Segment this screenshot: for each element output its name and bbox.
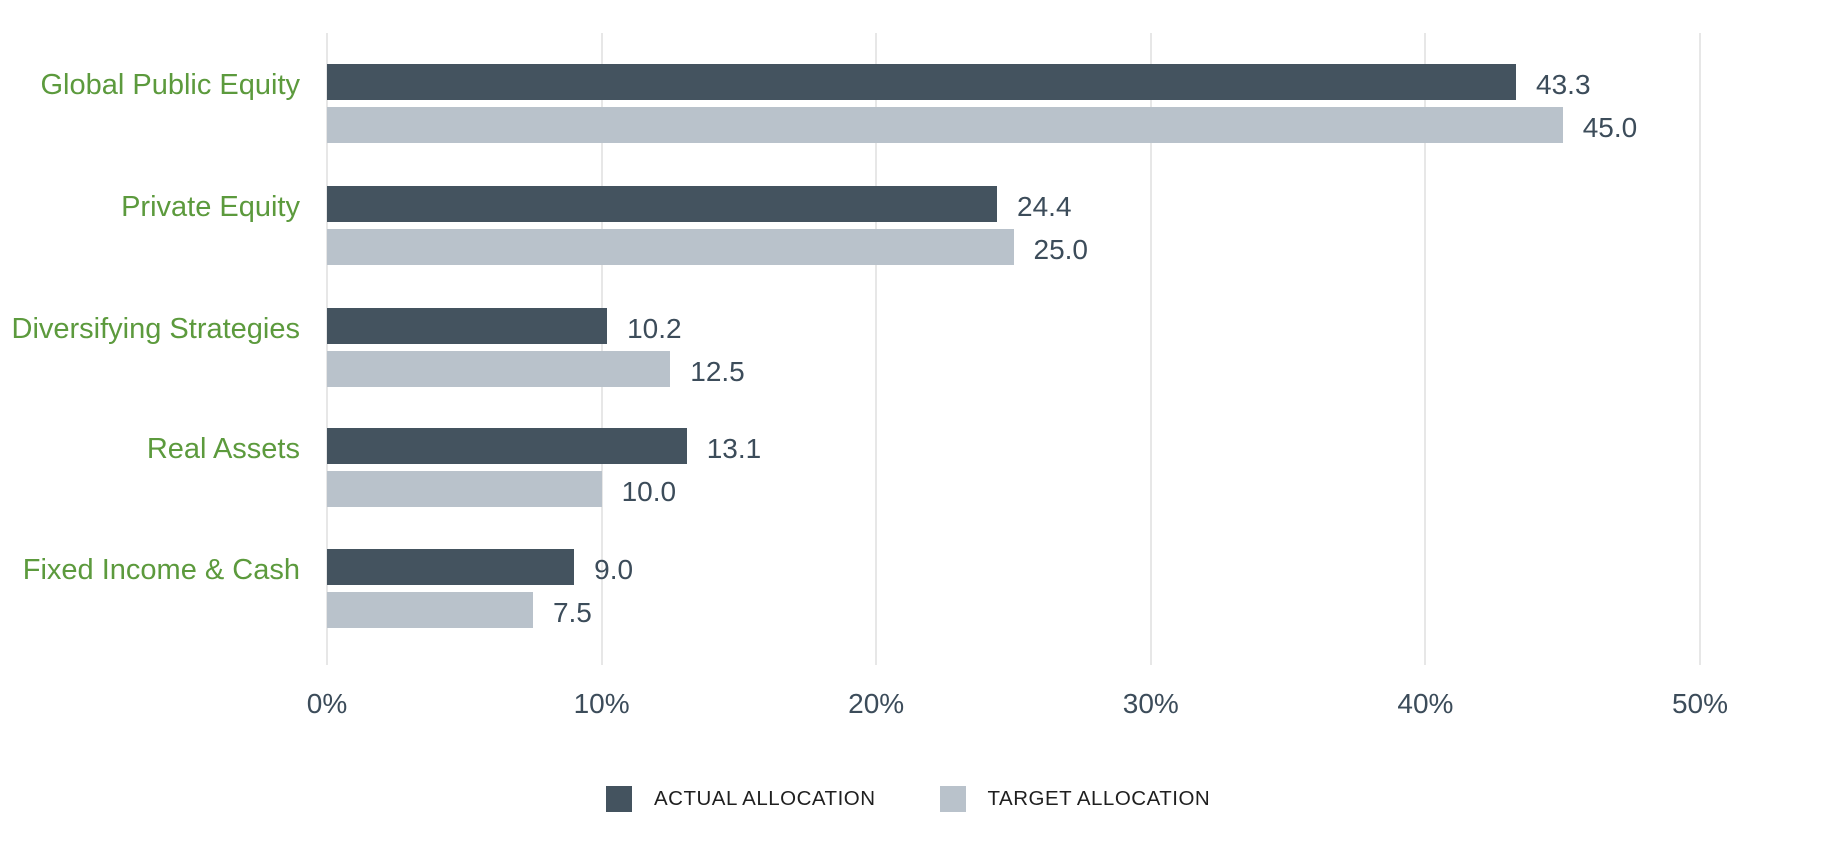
target-bar-diversifying-strategies <box>327 351 671 387</box>
value-label-target-real-assets: 10.0 <box>621 476 677 507</box>
category-label-private-equity: Private Equity <box>121 191 300 223</box>
value-label-actual-fixed-income-cash: 9.0 <box>594 554 634 585</box>
gridline-30 <box>1149 33 1152 665</box>
target-bar-global-public-equity <box>327 107 1563 143</box>
gridline-40 <box>1424 33 1427 665</box>
target-bar-fixed-income-cash <box>327 592 533 628</box>
x-tick-40: 40% <box>1397 688 1454 719</box>
x-tick-30: 30% <box>1122 688 1179 719</box>
legend-item-actual: ACTUAL ALLOCATION <box>606 786 876 812</box>
gridline-0 <box>326 33 328 665</box>
value-label-actual-diversifying-strategies: 10.2 <box>627 313 682 344</box>
x-tick-50: 50% <box>1671 688 1729 719</box>
category-label-diversifying-strategies: Diversifying Strategies <box>11 313 301 345</box>
value-label-target-global-public-equity: 45.0 <box>1582 112 1638 143</box>
category-label-fixed-income-cash: Fixed Income & Cash <box>22 554 300 586</box>
gridline-50 <box>1699 33 1701 665</box>
actual-bar-fixed-income-cash <box>327 549 575 585</box>
actual-allocation-swatch <box>606 786 632 812</box>
actual-bar-real-assets <box>327 428 687 464</box>
value-label-actual-real-assets: 13.1 <box>706 433 762 464</box>
category-label-global-public-equity: Global Public Equity <box>40 69 300 101</box>
x-tick-10: 10% <box>573 688 630 719</box>
gridline-20 <box>875 33 878 665</box>
category-label-real-assets: Real Assets <box>146 433 300 465</box>
target-allocation-swatch <box>939 786 966 812</box>
value-label-target-fixed-income-cash: 7.5 <box>552 597 592 628</box>
legend: ACTUAL ALLOCATION TARGET ALLOCATION <box>606 786 1210 812</box>
value-label-target-private-equity: 25.0 <box>1033 234 1089 265</box>
actual-bar-diversifying-strategies <box>327 308 608 344</box>
target-bar-private-equity <box>327 229 1014 265</box>
value-label-actual-global-public-equity: 43.3 <box>1536 69 1591 100</box>
legend-label-target: TARGET ALLOCATION <box>987 786 1211 810</box>
value-label-target-diversifying-strategies: 12.5 <box>690 356 745 387</box>
x-tick-20: 20% <box>848 688 905 719</box>
actual-bar-private-equity <box>327 186 998 222</box>
legend-item-target: TARGET ALLOCATION <box>939 786 1211 812</box>
legend-label-actual: ACTUAL ALLOCATION <box>654 786 876 810</box>
actual-bar-global-public-equity <box>327 64 1517 100</box>
value-label-actual-private-equity: 24.4 <box>1017 191 1072 222</box>
gridline-10 <box>600 33 603 665</box>
target-bar-real-assets <box>327 471 602 507</box>
x-tick-0: 0% <box>306 688 348 719</box>
